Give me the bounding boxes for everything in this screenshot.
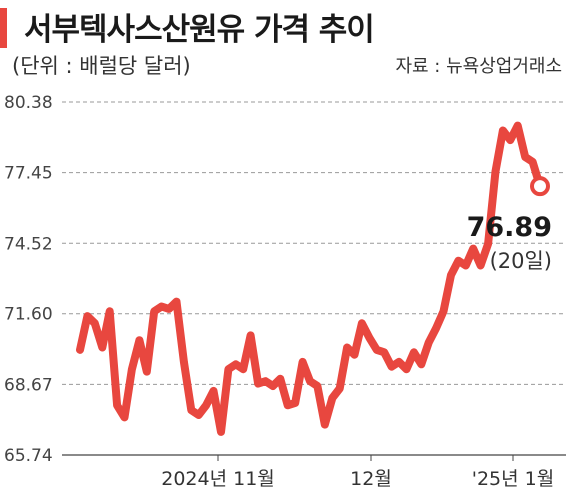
- series-line: [76, 121, 544, 436]
- x-tick-label: 2024년 11월: [161, 468, 275, 490]
- chart-title: 서부텍사스산원유 가격 추이: [24, 12, 375, 48]
- source-label: 자료 : 뉴욕상업거래소: [395, 56, 562, 77]
- x-tick-label: '25년 1월: [472, 468, 555, 490]
- y-tick-label: 71.60: [4, 305, 53, 325]
- y-tick-label: 68.67: [4, 375, 53, 395]
- y-tick-label: 77.45: [4, 164, 53, 184]
- y-tick-label: 65.74: [4, 446, 53, 466]
- y-tick-label: 74.52: [4, 234, 53, 254]
- last-value-date: (20일): [490, 249, 552, 273]
- x-tick-label: 12월: [350, 468, 392, 490]
- last-point-marker: [530, 176, 550, 197]
- unit-label: (단위 : 배럴당 달러): [12, 54, 191, 78]
- title-accent-bar: [0, 8, 7, 48]
- last-value-label: 76.89: [467, 212, 552, 243]
- y-tick-label: 80.38: [4, 93, 53, 113]
